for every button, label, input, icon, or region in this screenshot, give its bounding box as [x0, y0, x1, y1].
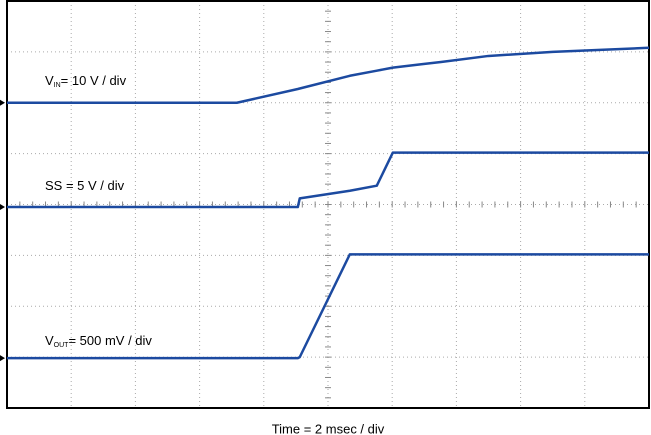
label-subscript: OUT [54, 342, 70, 349]
label-main: SS [45, 178, 63, 193]
trace-line [7, 253, 649, 360]
trace-label: VOUT= 500 mV / div [45, 333, 152, 348]
channel-marker [0, 355, 5, 362]
trace-label: VIN= 10 V / div [45, 73, 127, 88]
label-main: V [45, 333, 54, 348]
trace-line [7, 46, 650, 104]
label-rest: = 500 mV / div [68, 333, 152, 348]
trace-line [7, 151, 649, 209]
channel-marker [0, 204, 5, 211]
label-rest: = 10 V / div [61, 73, 127, 88]
x-axis-label: Time = 2 msec / div [272, 421, 385, 435]
plot-frame [6, 0, 650, 409]
label-subscript: IN [54, 82, 61, 89]
channel-marker [0, 99, 5, 106]
trace-label: SS = 5 V / div [45, 178, 125, 193]
label-main: V [45, 73, 54, 88]
label-rest: = 5 V / div [62, 178, 124, 193]
